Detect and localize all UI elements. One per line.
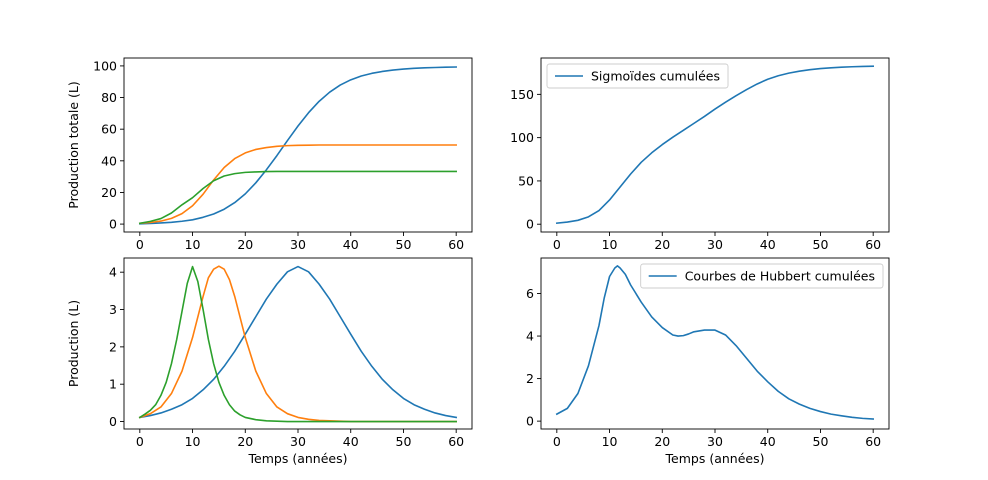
x-tick-label: 60 — [865, 434, 881, 449]
x-tick-label: 20 — [237, 237, 253, 252]
y-tick-label: 100 — [510, 130, 534, 145]
y-axis-label: Production (L) — [66, 300, 81, 387]
x-tick-label: 40 — [760, 237, 776, 252]
legend-box — [546, 63, 729, 89]
x-tick-label: 10 — [185, 237, 201, 252]
y-tick-label: 60 — [101, 122, 117, 137]
legend: Courbes de Hubbert cumulées — [640, 263, 884, 289]
series-line-1 — [138, 66, 457, 225]
legend: Sigmoïdes cumulées — [546, 63, 729, 89]
y-tick-label: 4 — [526, 329, 534, 344]
series-line-1 — [138, 265, 458, 419]
x-tick-label: 0 — [136, 434, 144, 449]
y-tick-label: 0 — [109, 217, 117, 232]
x-tick-label: 60 — [448, 434, 464, 449]
y-tick-label: 80 — [101, 90, 117, 105]
y-tick-label: 3 — [109, 302, 117, 317]
y-tick-label: 2 — [526, 371, 534, 386]
x-tick-label: 10 — [602, 237, 618, 252]
x-tick-label: 60 — [448, 237, 464, 252]
x-tick-label: 20 — [654, 434, 670, 449]
x-tick-label: 50 — [396, 434, 412, 449]
legend-label: Courbes de Hubbert cumulées — [685, 269, 875, 284]
y-tick-label: 2 — [109, 339, 117, 354]
legend-box — [640, 263, 884, 289]
x-tick-label: 30 — [707, 434, 723, 449]
x-tick-label: 30 — [290, 237, 306, 252]
y-tick-label: 150 — [510, 87, 534, 102]
x-tick-label: 40 — [760, 434, 776, 449]
y-tick-label: 0 — [526, 217, 534, 232]
x-tick-label: 60 — [865, 237, 881, 252]
y-tick-label: 1 — [109, 377, 117, 392]
subplot-3: 0 10 20 30 40 50 60 0 1 2 3 4 Temps (années) Producti… — [66, 257, 473, 466]
y-tick-label: 100 — [93, 58, 117, 73]
x-tick-label: 0 — [553, 434, 561, 449]
series-line-3 — [138, 170, 457, 225]
x-tick-label: 30 — [707, 237, 723, 252]
series-line-2 — [138, 265, 457, 423]
y-axis-label: Production totale (L) — [66, 81, 81, 208]
x-tick-label: 20 — [654, 237, 670, 252]
series-line-1 — [555, 65, 874, 225]
x-tick-label: 0 — [136, 237, 144, 252]
x-tick-label: 10 — [602, 434, 618, 449]
legend-label: Sigmoïdes cumulées — [591, 69, 720, 84]
x-tick-label: 50 — [813, 237, 829, 252]
y-tick-label: 20 — [101, 185, 117, 200]
y-tick-label: 50 — [518, 173, 534, 188]
y-tick-label: 0 — [526, 414, 534, 429]
x-tick-label: 20 — [237, 434, 253, 449]
y-tick-label: 40 — [101, 153, 117, 168]
subplot-2: 0 10 20 30 40 50 60 0 50 100 150 Sigmoïdes cumulées — [510, 57, 890, 252]
x-axis-label: Temps (années) — [248, 451, 348, 466]
y-tick-label: 4 — [109, 265, 117, 280]
x-tick-label: 10 — [185, 434, 201, 449]
x-tick-label: 30 — [290, 434, 306, 449]
x-tick-label: 50 — [396, 237, 412, 252]
x-tick-label: 50 — [813, 434, 829, 449]
y-tick-label: 0 — [109, 414, 117, 429]
subplot-4: 0 10 20 30 40 50 60 0 2 4 6 Temps (années) Courbes d… — [526, 257, 890, 466]
x-tick-label: 40 — [343, 237, 359, 252]
series-line-3 — [138, 265, 457, 423]
y-tick-label: 6 — [526, 286, 534, 301]
series-line-2 — [138, 144, 457, 225]
series-line-1 — [555, 265, 875, 420]
x-tick-label: 40 — [343, 434, 359, 449]
subplot-1: 0 10 20 30 40 50 60 0 20 40 60 80 100 Production tota… — [66, 57, 473, 252]
x-axis-label: Temps (années) — [665, 451, 765, 466]
x-tick-label: 0 — [553, 237, 561, 252]
